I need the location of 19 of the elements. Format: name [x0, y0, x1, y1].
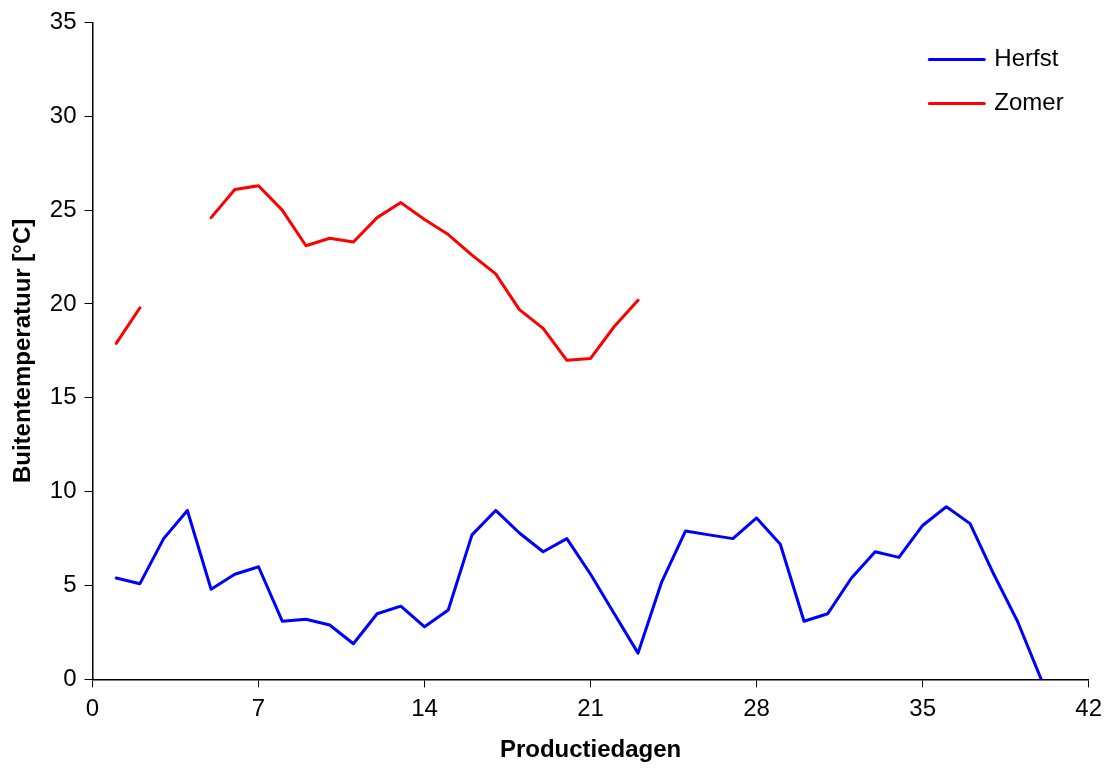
y-axis-title: Buitentemperatuur [°C] [8, 218, 36, 484]
legend-label: Zomer [994, 88, 1064, 116]
y-tick-label: 15 [49, 382, 77, 410]
legend-label: Herfst [994, 44, 1059, 72]
y-tick-label: 30 [49, 100, 77, 128]
x-tick-label: 42 [1075, 694, 1102, 722]
x-tick-label: 0 [85, 694, 100, 722]
x-tick-label: 28 [743, 694, 770, 722]
x-tick-label: 7 [251, 694, 266, 722]
y-tick-label: 0 [63, 664, 77, 692]
y-tick-label: 25 [49, 194, 77, 222]
y-tick-label: 5 [63, 570, 77, 598]
x-tick-label: 35 [909, 694, 936, 722]
x-tick-label: 21 [577, 694, 604, 722]
x-tick-label: 14 [411, 694, 438, 722]
x-axis-title: Productiedagen [499, 735, 682, 763]
y-tick-label: 20 [49, 288, 77, 316]
y-tick-label: 10 [49, 476, 77, 504]
y-tick-label: 35 [49, 7, 77, 35]
